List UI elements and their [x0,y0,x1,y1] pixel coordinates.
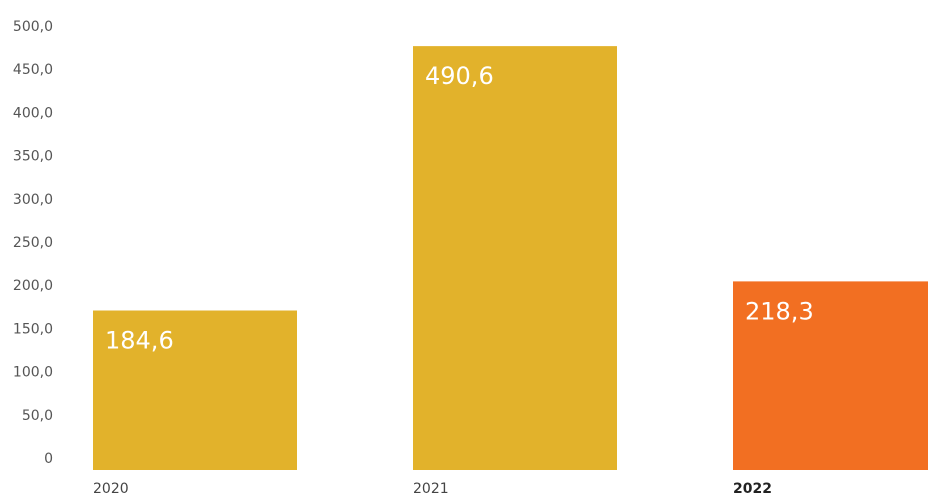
y-tick-label: 150,0 [13,321,53,337]
y-tick-label: 250,0 [13,235,53,251]
bars: 184,6 490,6 218,3 [93,46,928,470]
y-tick-label: 0 [44,451,53,467]
x-axis: 2020 2021 2022 [93,481,772,497]
bar-2021 [413,46,617,470]
y-tick-label: 200,0 [13,278,53,294]
x-tick-label-2022: 2022 [733,481,772,497]
data-label-2022: 218,3 [745,297,814,325]
data-label-2020: 184,6 [105,327,174,355]
y-axis: 0 50,0 100,0 150,0 200,0 250,0 300,0 350,0 400,0… [13,19,53,467]
y-tick-label: 500,0 [13,19,53,35]
bar-2020 [93,310,297,470]
y-tick-label: 50,0 [22,408,53,424]
x-tick-label-2021: 2021 [413,481,449,497]
y-tick-label: 100,0 [13,365,53,381]
bar-2022 [733,281,928,470]
y-tick-label: 400,0 [13,105,53,121]
y-tick-label: 450,0 [13,62,53,78]
y-tick-label: 350,0 [13,149,53,165]
y-tick-label: 300,0 [13,192,53,208]
data-label-2021: 490,6 [425,62,494,90]
x-tick-label-2020: 2020 [93,481,129,497]
